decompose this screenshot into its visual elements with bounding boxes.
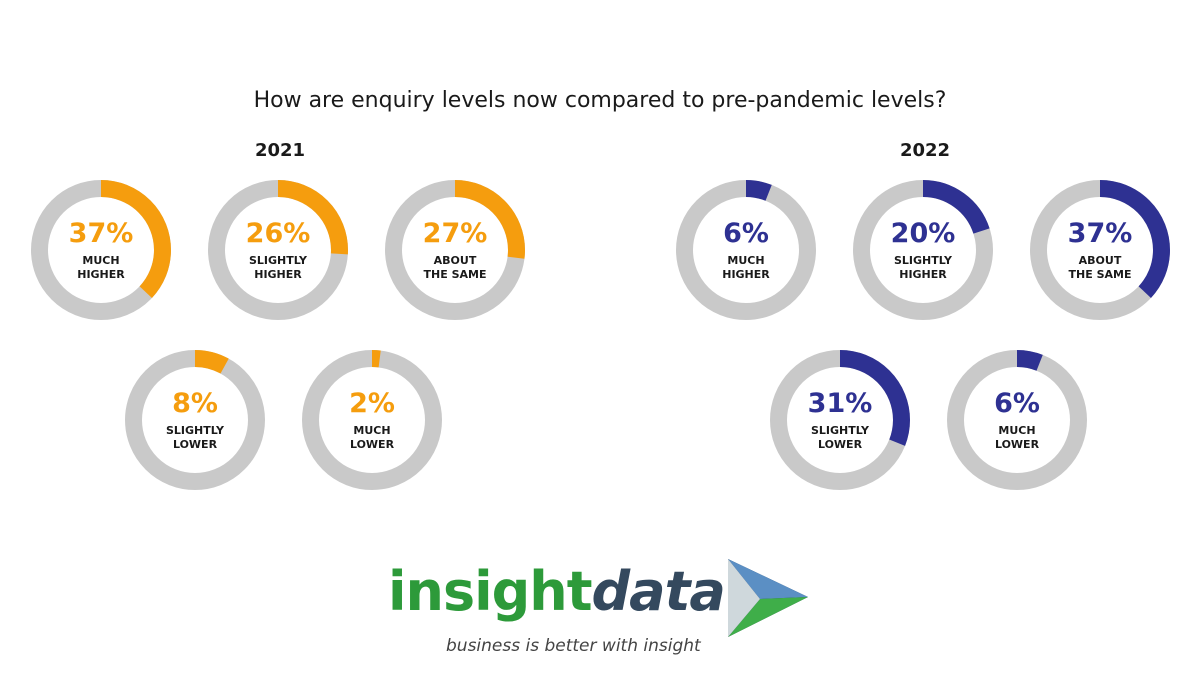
category-label: MUCH HIGHER [77,254,125,281]
category-label: ABOUT THE SAME [1068,254,1132,281]
donut: 31% SLIGHTLY LOWER [768,348,912,492]
donut-graphic [302,350,442,490]
category-label: SLIGHTLY LOWER [810,424,870,451]
donut-arc [31,180,171,320]
donut-graphic [770,350,910,490]
donut-graphic [385,180,525,320]
donut-arc [1030,180,1170,320]
donut-graphic [31,180,171,320]
value-label: 27% [422,218,488,249]
donut-arc [770,350,910,490]
logo-wordmark: insightdata [388,560,726,623]
donut-graphic [947,350,1087,490]
donut-arc [125,350,265,490]
value-label: 2% [349,388,395,419]
category-label: ABOUT THE SAME [423,254,487,281]
donut: 2% MUCH LOWER [300,348,444,492]
donut: 6% MUCH HIGHER [674,178,818,322]
donut: 20% SLIGHTLY HIGHER [851,178,995,322]
logo-icon [728,559,808,637]
donut-track [302,350,442,490]
page-title: How are enquiry levels now compared to p… [253,88,947,113]
value-label: 20% [890,218,956,249]
donut: 8% SLIGHTLY LOWER [123,348,267,492]
donut-arc [208,180,348,320]
category-label: MUCH LOWER [994,424,1040,451]
donut-graphic [1030,180,1170,320]
donut-graphic [208,180,348,320]
donut: 26% SLIGHTLY HIGHER [206,178,350,322]
donut-track [125,350,265,490]
value-label: 6% [994,388,1040,419]
donut-graphic [125,350,265,490]
donut-track [947,350,1087,490]
donut-graphic [676,180,816,320]
donut-track [676,180,816,320]
category-label: MUCH HIGHER [722,254,770,281]
chart-title: 2022 [899,140,951,161]
logo-tagline: business is better with insight [446,636,701,656]
chart-title: 2021 [254,140,306,161]
value-label: 31% [807,388,873,419]
logo-brand-part: data [591,560,726,623]
donut-arc [676,180,816,320]
value-label: 37% [68,218,134,249]
value-label: 26% [245,218,311,249]
donut-graphic [853,180,993,320]
value-label: 6% [723,218,769,249]
category-label: SLIGHTLY HIGHER [248,254,308,281]
category-label: MUCH LOWER [349,424,395,451]
donut-arc [302,350,442,490]
donut-arc [947,350,1087,490]
donut: 37% MUCH HIGHER [29,178,173,322]
value-label: 37% [1067,218,1133,249]
category-label: SLIGHTLY HIGHER [893,254,953,281]
donut: 37% ABOUT THE SAME [1028,178,1172,322]
donut-arc [853,180,993,320]
donut: 27% ABOUT THE SAME [383,178,527,322]
category-label: SLIGHTLY LOWER [165,424,225,451]
donut: 6% MUCH LOWER [945,348,1089,492]
value-label: 8% [172,388,218,419]
donut-arc [385,180,525,320]
logo-brand-part: insight [388,560,593,623]
